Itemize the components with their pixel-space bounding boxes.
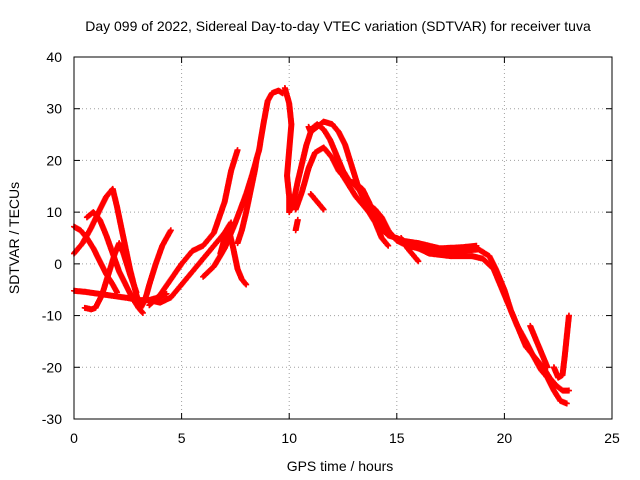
series-track-9 xyxy=(217,227,250,288)
series-track-5 xyxy=(83,209,146,316)
y-tick-label: 10 xyxy=(46,204,62,220)
series-track-20 xyxy=(550,312,572,381)
series-track-7 xyxy=(146,147,241,309)
x-tick-label: 0 xyxy=(70,430,78,446)
y-tick-label: -30 xyxy=(42,411,62,427)
series-trace xyxy=(217,228,249,287)
y-tick-label: -10 xyxy=(42,308,62,324)
chart-title: Day 099 of 2022, Sidereal Day-to-day VTE… xyxy=(85,18,591,34)
series-track-13 xyxy=(307,121,480,252)
series-trace xyxy=(82,241,139,313)
series-track-17 xyxy=(292,216,301,234)
series-trace xyxy=(527,323,550,370)
grid xyxy=(74,57,612,419)
y-tick-label: 0 xyxy=(54,256,62,272)
series-trace xyxy=(306,124,314,134)
x-tick-label: 20 xyxy=(497,430,513,446)
plot-frame xyxy=(73,56,613,420)
series-trace xyxy=(551,313,572,381)
series-trace xyxy=(200,88,285,279)
series-trace xyxy=(308,191,326,212)
y-tick-label: 40 xyxy=(46,49,62,65)
x-axis-label: GPS time / hours xyxy=(287,458,394,474)
series-track-15 xyxy=(398,235,422,265)
x-tick-label: 15 xyxy=(389,430,405,446)
series-trace xyxy=(398,235,421,264)
series-trace xyxy=(292,218,301,233)
data-points xyxy=(71,85,572,407)
series-trace xyxy=(340,173,391,248)
series-track-8 xyxy=(200,87,286,280)
series-track-16 xyxy=(307,191,327,213)
x-tick-label: 10 xyxy=(281,430,297,446)
series-trace xyxy=(234,156,260,246)
series-track-6 xyxy=(146,219,235,306)
series-track-10 xyxy=(234,154,260,247)
x-tick-label: 25 xyxy=(604,430,620,446)
x-tick-label: 5 xyxy=(178,430,186,446)
series-trace xyxy=(147,148,241,308)
series-trace xyxy=(84,209,146,316)
axis-ticks: 0 5 10 15 20 25 -30 -20 -10 0 10 20 30 40 xyxy=(42,49,620,446)
series-track-14 xyxy=(340,172,392,249)
series-trace xyxy=(308,122,479,252)
y-tick-label: 20 xyxy=(46,152,62,168)
y-axis-label: SDTVAR / TECUs xyxy=(6,182,22,294)
y-tick-label: 30 xyxy=(46,101,62,117)
series-track-18 xyxy=(305,123,314,135)
series-track-19 xyxy=(527,322,551,371)
y-tick-label: -20 xyxy=(42,359,62,375)
